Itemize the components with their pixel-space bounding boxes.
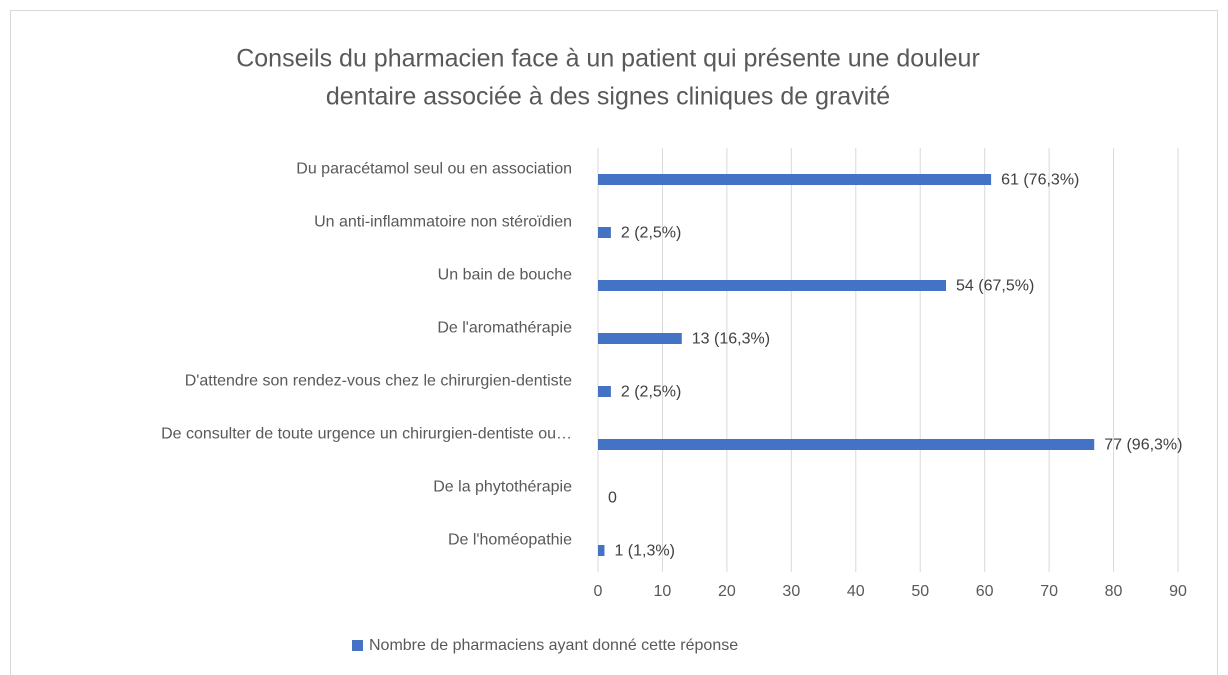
legend-swatch — [352, 640, 363, 651]
y-tick-label: De l'aromathérapie — [437, 320, 572, 337]
y-tick-label: Du paracétamol seul ou en association — [296, 161, 572, 178]
x-tick-label: 50 — [911, 583, 929, 600]
value-label: 77 (96,3%) — [1104, 437, 1182, 454]
bar — [598, 386, 611, 397]
chart-title: dentaire associée à des signes cliniques… — [326, 83, 890, 111]
value-label: 13 (16,3%) — [692, 331, 770, 348]
y-tick-label: D'attendre son rendez-vous chez le chiru… — [185, 373, 572, 390]
x-tick-label: 0 — [594, 583, 603, 600]
value-label: 1 (1,3%) — [614, 543, 674, 560]
y-tick-label: De la phytothérapie — [433, 479, 572, 496]
x-tick-label: 10 — [654, 583, 672, 600]
value-label: 2 (2,5%) — [621, 384, 681, 401]
x-tick-label: 20 — [718, 583, 736, 600]
x-tick-label: 60 — [976, 583, 994, 600]
bar — [598, 174, 992, 185]
y-tick-label: Un anti-inflammatoire non stéroïdien — [314, 214, 572, 231]
chart-border — [10, 10, 1218, 675]
x-tick-label: 80 — [1105, 583, 1123, 600]
x-tick-label: 70 — [1040, 583, 1058, 600]
value-label: 61 (76,3%) — [1001, 172, 1079, 189]
x-tick-label: 90 — [1169, 583, 1187, 600]
value-label: 54 (67,5%) — [956, 278, 1034, 295]
bar — [598, 333, 682, 344]
x-tick-label: 40 — [847, 583, 865, 600]
bar — [598, 227, 611, 238]
bar — [598, 439, 1095, 450]
y-tick-label: De l'homéopathie — [448, 532, 572, 549]
legend-label: Nombre de pharmaciens ayant donné cette … — [369, 637, 738, 654]
x-tick-label: 30 — [782, 583, 800, 600]
y-tick-label: De consulter de toute urgence un chirurg… — [161, 426, 572, 443]
value-label: 2 (2,5%) — [621, 225, 681, 242]
bar — [598, 545, 605, 556]
chart-title: Conseils du pharmacien face à un patient… — [236, 45, 980, 73]
bar — [598, 280, 946, 291]
value-label: 0 — [608, 490, 617, 507]
y-tick-label: Un bain de bouche — [438, 267, 572, 284]
